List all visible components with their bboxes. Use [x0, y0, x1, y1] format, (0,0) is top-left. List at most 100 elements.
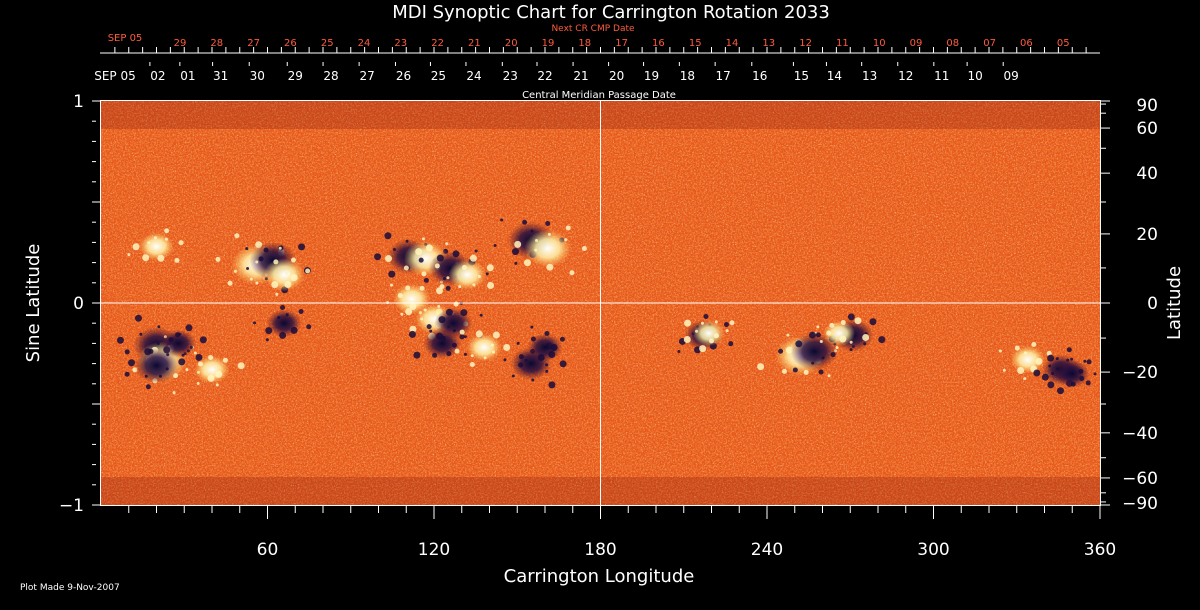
- negative-speckle: [124, 371, 130, 377]
- positive-speckle: [826, 330, 832, 336]
- negative-speckle: [285, 313, 289, 317]
- negative-speckle: [290, 326, 298, 334]
- negative-speckle: [559, 336, 565, 342]
- positive-speckle: [835, 346, 839, 350]
- positive-speckle: [849, 340, 853, 344]
- cmp-date-label: 25: [431, 69, 446, 83]
- negative-speckle: [550, 344, 558, 352]
- next-cr-date-ticks: 29 28 27 26 25 24 23 22 21 20 19 18 17 16 15 14 13 12 11 10…: [114, 38, 1087, 53]
- y-right-tick-label: −40: [1122, 424, 1158, 444]
- positive-speckle: [271, 281, 279, 289]
- cmp-date-label: 11: [934, 69, 949, 83]
- negative-speckle: [1055, 357, 1059, 361]
- positive-speckle: [237, 362, 245, 370]
- next-cr-start-date: SEP 05: [108, 33, 143, 44]
- negative-speckle: [545, 220, 551, 226]
- positive-speckle: [415, 248, 423, 256]
- next-cr-date-label: 14: [726, 38, 739, 49]
- negative-speckle: [166, 353, 170, 357]
- positive-speckle: [174, 257, 180, 263]
- negative-speckle: [374, 253, 382, 261]
- positive-speckle: [153, 236, 157, 240]
- x-axis-ticks: 60 120 180 240 300 360: [128, 506, 1116, 560]
- next-cr-date-label: 28: [210, 38, 223, 49]
- negative-speckle: [452, 329, 456, 333]
- y-axis-right-label: Latitude: [1164, 266, 1185, 340]
- cmp-date-label: 20: [609, 69, 624, 83]
- negative-speckle: [1093, 372, 1097, 376]
- negative-speckle: [432, 352, 438, 358]
- positive-region-20: [466, 333, 502, 362]
- negative-speckle: [280, 304, 286, 310]
- negative-speckle: [514, 261, 518, 265]
- y-right-tick-label: 40: [1136, 164, 1158, 184]
- negative-speckle: [459, 334, 465, 340]
- next-cr-date-label: 15: [689, 38, 702, 49]
- positive-speckle: [514, 240, 522, 248]
- positive-speckle: [1017, 366, 1025, 374]
- positive-speckle: [998, 349, 1002, 353]
- positive-speckle: [839, 335, 847, 343]
- negative-speckle: [438, 316, 446, 324]
- next-cr-label: Next CR CMP Date: [551, 24, 635, 34]
- positive-speckle: [384, 255, 392, 263]
- positive-region-2: [263, 258, 305, 292]
- negative-speckle: [144, 374, 148, 378]
- negative-speckle: [522, 219, 528, 225]
- cmp-date-label: 22: [537, 69, 552, 83]
- negative-speckle: [728, 341, 734, 347]
- cmp-date-label: 24: [466, 69, 481, 83]
- y-right-tick-label: −90: [1122, 494, 1158, 514]
- positive-speckle: [714, 320, 718, 324]
- positive-speckle: [470, 354, 474, 358]
- positive-speckle: [757, 363, 765, 371]
- negative-speckle: [445, 308, 453, 316]
- positive-speckle: [491, 343, 495, 347]
- positive-speckle: [164, 237, 168, 241]
- positive-speckle: [215, 370, 223, 378]
- cmp-date-label: 19: [644, 69, 659, 83]
- positive-speckle: [453, 301, 459, 307]
- positive-speckle: [524, 259, 532, 267]
- positive-speckle: [409, 325, 417, 333]
- cmp-date-label: 30: [250, 69, 265, 83]
- negative-speckle: [1056, 367, 1060, 371]
- positive-speckle: [207, 374, 215, 382]
- cmp-axis-label: Central Meridian Passage Date: [522, 90, 676, 101]
- positive-speckle: [278, 246, 282, 250]
- x-tick-label: 60: [257, 540, 279, 560]
- positive-speckle: [273, 259, 279, 265]
- negative-speckle: [792, 367, 798, 373]
- positive-speckle: [215, 256, 221, 262]
- positive-speckle: [197, 361, 203, 367]
- positive-speckle: [829, 323, 835, 329]
- negative-speckle: [436, 254, 444, 262]
- negative-speckle: [265, 327, 273, 335]
- positive-speckle: [854, 317, 862, 325]
- positive-speckle: [461, 264, 467, 270]
- next-cr-date-label: 11: [836, 38, 849, 49]
- next-cr-date-label: 20: [505, 38, 518, 49]
- positive-speckle: [486, 264, 494, 272]
- negative-speckle: [168, 337, 174, 343]
- positive-speckle: [786, 333, 790, 337]
- positive-speckle: [816, 325, 820, 329]
- negative-speckle: [548, 381, 556, 389]
- positive-speckle: [713, 333, 719, 339]
- positive-speckle: [445, 242, 449, 246]
- positive-speckle: [227, 280, 233, 286]
- negative-speckle: [518, 354, 524, 360]
- negative-speckle: [263, 247, 269, 253]
- negative-speckle: [246, 267, 250, 271]
- cmp-date-label: 16: [752, 69, 767, 83]
- positive-speckle: [234, 233, 240, 239]
- negative-speckle: [511, 248, 519, 256]
- negative-speckle: [253, 321, 257, 325]
- negative-speckle: [148, 348, 154, 354]
- positive-speckle: [1035, 357, 1043, 365]
- cmp-date-label: 27: [359, 69, 374, 83]
- positive-speckle: [581, 245, 587, 251]
- positive-region-29: [1010, 345, 1046, 374]
- gridlines: [101, 101, 1100, 505]
- positive-speckle: [535, 239, 539, 243]
